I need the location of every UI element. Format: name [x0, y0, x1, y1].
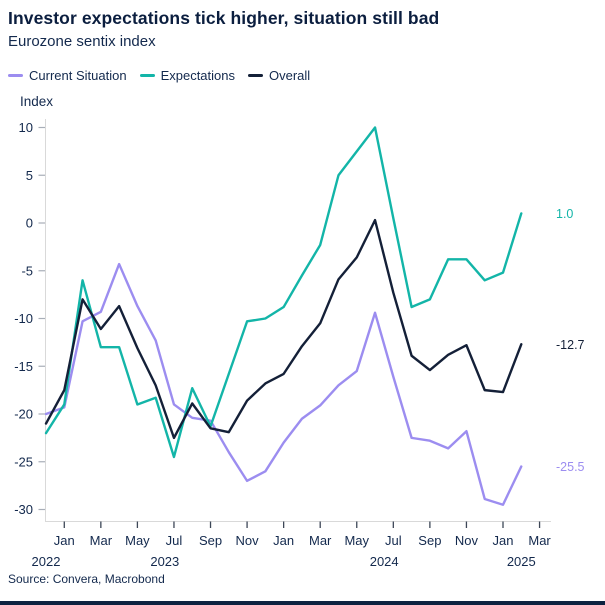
year-label: 2025: [507, 554, 536, 569]
y-axis-title: Index: [20, 94, 54, 109]
chart-subtitle: Eurozone sentix index: [8, 33, 156, 50]
y-tick-label: -5: [21, 263, 33, 278]
end-label-current-situation: -25.5: [556, 460, 585, 474]
y-tick-label: -15: [14, 359, 33, 374]
x-tick-label: Jan: [493, 533, 514, 548]
series-line-current-situation: [44, 262, 523, 506]
x-tick-label: Sep: [418, 533, 441, 548]
legend-dash-icon: [248, 74, 263, 77]
legend: Current Situation Expectations Overall: [8, 68, 323, 83]
x-tick-label: Nov: [455, 533, 479, 548]
year-label: 2022: [32, 554, 61, 569]
y-tick-label: -25: [14, 454, 33, 469]
x-tick-label: Nov: [236, 533, 260, 548]
year-label: 2023: [150, 554, 179, 569]
legend-label: Expectations: [160, 68, 235, 83]
x-tick-label: Jul: [166, 533, 183, 548]
y-tick-label: 10: [19, 120, 33, 135]
end-label-overall: -12.7: [556, 338, 585, 352]
y-tick-label: -20: [14, 407, 33, 422]
year-label: 2024: [370, 554, 399, 569]
bottom-accent-bar: [0, 601, 605, 605]
x-tick-label: May: [344, 533, 369, 548]
x-tick-label: Jul: [385, 533, 402, 548]
series-line-overall: [44, 218, 523, 440]
chart-title: Investor expectations tick higher, situa…: [8, 8, 440, 28]
legend-dash-icon: [139, 74, 155, 77]
legend-item-current-situation: Current Situation: [8, 68, 127, 83]
y-tick-label: 0: [26, 216, 33, 231]
legend-label: Overall: [269, 68, 311, 83]
x-tick-label: Jan: [54, 533, 75, 548]
x-tick-label: May: [125, 533, 150, 548]
legend-item-expectations: Expectations: [139, 68, 235, 83]
y-tick-label: -30: [14, 502, 33, 517]
x-tick-label: Mar: [90, 533, 113, 548]
y-tick-label: 5: [26, 168, 33, 183]
y-tick-label: -10: [14, 311, 33, 326]
x-tick-label: Sep: [199, 533, 222, 548]
x-tick-label: Mar: [528, 533, 551, 548]
end-label-expectations: 1.0: [556, 207, 573, 221]
legend-label: Current Situation: [29, 68, 127, 83]
source-note: Source: Convera, Macrobond: [8, 572, 165, 586]
x-tick-label: Jan: [273, 533, 294, 548]
legend-dash-icon: [8, 74, 23, 77]
series-line-expectations: [44, 126, 523, 459]
x-tick-label: Mar: [309, 533, 332, 548]
legend-item-overall: Overall: [248, 68, 310, 83]
